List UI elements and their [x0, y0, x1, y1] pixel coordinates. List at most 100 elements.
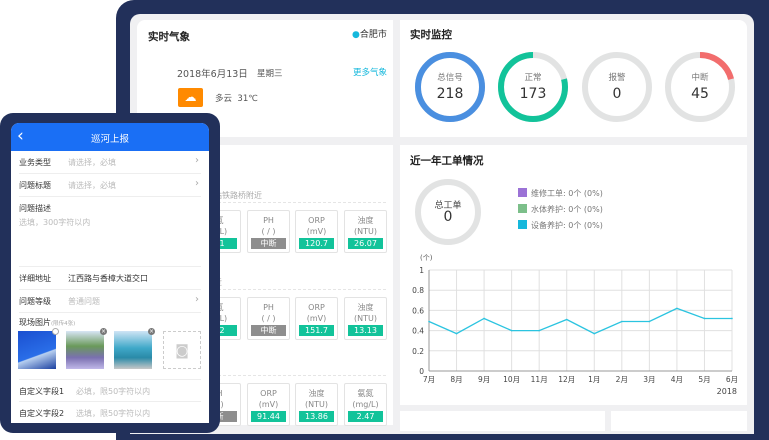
- sensor-tile[interactable]: ORP (mV) 151.7: [295, 297, 338, 340]
- issue-level-field[interactable]: 问题等级 普通问题 ›: [19, 290, 201, 313]
- sensor-value: 26.07: [348, 238, 383, 249]
- sensor-value: 13.86: [299, 411, 334, 422]
- data-point: [428, 320, 430, 323]
- x-tick-label: 12月: [558, 375, 575, 384]
- sensor-name: 氨氮: [357, 389, 374, 398]
- gauge-label: 总信号: [437, 72, 463, 83]
- issue-title-field[interactable]: 问题标题 请选择，必填 ›: [19, 174, 201, 197]
- sensor-name: ORP: [260, 389, 277, 398]
- sensor-value: 2.47: [348, 411, 383, 422]
- legend-swatch: [518, 204, 527, 213]
- bottom-card-right: [611, 411, 747, 431]
- sensor-tile[interactable]: 浊度 (NTU) 13.13: [344, 297, 387, 340]
- sensor-tile[interactable]: ORP (mV) 120.7: [295, 210, 338, 253]
- weather-condition-row: 多云 31℃: [215, 92, 258, 104]
- delete-photo-icon[interactable]: [52, 328, 59, 335]
- data-point: [455, 332, 458, 335]
- custom-field-1[interactable]: 自定义字段1 必填，限50字符以内: [19, 379, 201, 402]
- x-tick-label: 9月: [478, 375, 490, 384]
- partly-cloudy-icon: ☁: [178, 88, 203, 107]
- field-placeholder: 请选择，必填: [68, 158, 116, 167]
- x-tick-label: 10月: [503, 375, 520, 384]
- photo-thumbnail[interactable]: [18, 328, 59, 369]
- gauge-label: 正常: [524, 72, 541, 83]
- description-field[interactable]: 问题描述选填，300字符以内: [19, 197, 201, 267]
- y-tick-label: 1: [419, 266, 424, 275]
- gauge-group: 总信号 218 正常 173 报警 0 中断 45: [415, 52, 735, 122]
- x-tick-label: 8月: [450, 375, 462, 384]
- legend-item: 维修工单: 0个 (0%): [518, 188, 603, 199]
- y-tick-label: 0.2: [412, 347, 424, 356]
- business-type-field[interactable]: 业务类型 请选择，必填 ›: [19, 151, 201, 174]
- sensor-unit: (NTU): [305, 400, 328, 409]
- sensor-unit: (mg/L): [352, 400, 379, 409]
- back-button[interactable]: ‹: [17, 126, 24, 146]
- divider: [198, 289, 386, 290]
- bottom-card-left: [400, 411, 605, 431]
- field-label: 问题描述: [19, 204, 51, 213]
- weather-card: 实时气象 ●合肥市 2018年6月13日 星期三 更多气象 ☁ 多云 31℃: [137, 20, 393, 137]
- x-tick-label: 2月: [616, 375, 628, 384]
- x-tick-label: 7月: [423, 375, 435, 384]
- sensor-unit: ( / ): [261, 314, 276, 323]
- sensor-unit: (NTU): [354, 227, 377, 236]
- y-tick-label: 0.8: [412, 286, 424, 295]
- location-pin-icon: ●: [352, 30, 360, 40]
- sensor-name: ORP: [308, 303, 325, 312]
- sensor-tile[interactable]: PH ( / ) 中断: [247, 210, 290, 253]
- y-tick-label: 0.4: [412, 327, 424, 336]
- delete-photo-icon[interactable]: ×: [148, 328, 155, 335]
- address-field[interactable]: 详细地址 江西路与香樟大道交口: [19, 267, 201, 290]
- more-weather-link[interactable]: 更多气象: [353, 68, 388, 78]
- monitor-card: 实时监控 总信号 218 正常 173 报警 0 中断 45: [400, 20, 747, 137]
- gauge-value: 173: [520, 86, 547, 102]
- custom-field-2[interactable]: 自定义字段2 选填，限50字符以内: [19, 402, 201, 423]
- x-tick-label: 1月: [588, 375, 600, 384]
- photo-thumbnail[interactable]: ×: [114, 328, 155, 369]
- data-point: [538, 329, 540, 332]
- workorder-title: 近一年工单情况: [410, 155, 484, 167]
- data-point: [593, 332, 596, 335]
- weather-condition: 多云: [215, 94, 233, 104]
- field-placeholder: 必填，限50字符以内: [76, 387, 151, 396]
- legend-swatch: [518, 220, 527, 229]
- field-placeholder: 选填，300字符以内: [19, 218, 91, 227]
- photo-thumbnail[interactable]: ×: [66, 328, 107, 369]
- data-point: [483, 317, 485, 320]
- sensor-unit: (mV): [258, 400, 279, 409]
- total-workorder-label: 总工单: [434, 201, 462, 211]
- data-point: [731, 317, 733, 320]
- total-workorder-value: 0: [443, 209, 453, 225]
- legend-label: 设备养护:: [531, 221, 566, 230]
- sensor-unit: (mV): [306, 314, 327, 323]
- sensor-name: PH: [263, 303, 274, 312]
- workorder-card: 近一年工单情况 总工单 0 维修工单: 0个 (0%) 水体养护: 0个 (0%)…: [400, 145, 747, 405]
- data-point: [510, 329, 513, 332]
- delete-photo-icon[interactable]: ×: [100, 328, 107, 335]
- sensor-value: 中断: [251, 325, 286, 336]
- series-line: [428, 307, 732, 335]
- sensor-tile[interactable]: 浊度 (NTU) 26.07: [344, 210, 387, 253]
- y-axis-label: (个): [420, 254, 433, 262]
- phone-title: 巡河上报: [90, 134, 129, 145]
- field-placeholder: 选填，限50字符以内: [76, 409, 151, 418]
- x-tick-label: 4月: [671, 375, 683, 384]
- total-workorder-ring: [415, 179, 481, 245]
- x-tick-label: 5月: [698, 375, 710, 384]
- chevron-right-icon: ›: [195, 155, 199, 166]
- sensor-tile[interactable]: PH ( / ) 中断: [247, 297, 290, 340]
- location-label: 合肥市: [359, 30, 387, 40]
- gauge-arc: [665, 52, 735, 122]
- add-photo-camera-icon[interactable]: ◙: [163, 331, 201, 369]
- location-selector[interactable]: ●合肥市: [352, 27, 387, 40]
- legend-label: 维修工单:: [531, 189, 566, 198]
- sensor-unit: (mV): [306, 227, 327, 236]
- field-label: 业务类型: [19, 158, 51, 167]
- chevron-right-icon: ›: [195, 178, 199, 189]
- legend-value: 0个 (0%): [568, 205, 603, 214]
- divider: [198, 202, 386, 203]
- sensor-name: 浊度: [357, 303, 374, 312]
- y-tick-label: 0.6: [412, 306, 424, 315]
- chevron-right-icon: ›: [195, 294, 199, 305]
- data-point: [648, 320, 651, 323]
